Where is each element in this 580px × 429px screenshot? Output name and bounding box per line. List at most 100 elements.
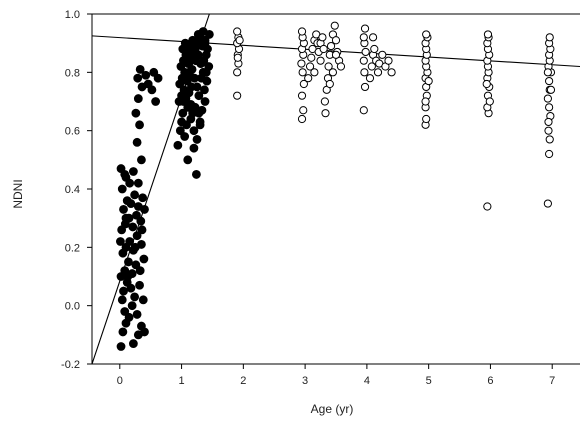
open-data-point xyxy=(330,21,339,30)
x-tick-label: 5 xyxy=(426,375,432,387)
filled-data-point xyxy=(193,30,203,39)
filled-data-point xyxy=(178,108,188,118)
filled-data-point xyxy=(200,85,209,95)
open-data-point xyxy=(319,44,328,54)
filled-data-point xyxy=(116,237,125,246)
x-tick-label: 1 xyxy=(179,375,185,387)
filled-data-point xyxy=(149,67,159,77)
open-data-point xyxy=(368,33,378,42)
filled-data-point xyxy=(135,65,145,74)
filled-data-point xyxy=(124,312,134,322)
filled-data-point xyxy=(130,292,140,302)
open-data-point xyxy=(543,68,552,77)
open-data-point xyxy=(297,114,307,124)
open-data-point xyxy=(543,94,552,103)
x-tick-label: 6 xyxy=(487,375,493,387)
open-data-point xyxy=(378,50,387,59)
open-data-point xyxy=(316,56,325,65)
filled-data-point xyxy=(194,91,204,101)
filled-data-point xyxy=(138,295,148,305)
filled-data-point xyxy=(118,327,128,337)
filled-data-point xyxy=(136,216,146,226)
open-data-point xyxy=(370,44,379,54)
filled-data-point xyxy=(147,85,157,95)
filled-data-point xyxy=(189,143,199,153)
open-data-point xyxy=(320,97,329,106)
filled-data-point xyxy=(133,178,143,188)
filled-data-point xyxy=(201,67,211,77)
x-tick-label: 2 xyxy=(240,375,246,387)
open-data-point xyxy=(310,68,319,77)
open-data-point xyxy=(328,68,338,77)
filled-data-point xyxy=(153,73,163,83)
x-tick-label: 3 xyxy=(302,375,308,387)
open-data-point xyxy=(545,149,554,159)
x-axis-label: Age (yr) xyxy=(311,402,354,416)
filled-data-point xyxy=(124,257,133,267)
filled-data-point xyxy=(179,97,188,106)
open-data-point xyxy=(233,27,242,36)
filled-data-point xyxy=(141,70,151,80)
open-data-point xyxy=(544,126,553,135)
open-data-point xyxy=(304,74,313,83)
open-data-point xyxy=(233,91,242,100)
open-data-point xyxy=(297,27,307,36)
filled-data-point xyxy=(175,126,185,136)
filled-data-point xyxy=(119,205,128,214)
filled-data-point xyxy=(125,178,135,188)
open-data-point xyxy=(367,62,376,71)
filled-data-point xyxy=(132,310,142,319)
open-data-point xyxy=(545,135,554,144)
open-data-point xyxy=(360,82,370,92)
filled-data-point xyxy=(204,30,214,39)
filled-data-point xyxy=(135,120,144,130)
filled-data-point xyxy=(128,222,138,232)
open-data-point xyxy=(482,79,491,89)
x-tick-label: 4 xyxy=(364,375,370,387)
plot-frame xyxy=(91,13,580,365)
filled-data-point xyxy=(200,38,210,48)
filled-data-point xyxy=(133,94,143,103)
open-data-point xyxy=(297,91,307,100)
open-data-point xyxy=(545,76,554,86)
open-data-point xyxy=(384,56,393,65)
filled-data-point xyxy=(140,327,149,337)
filled-data-point xyxy=(126,283,136,293)
open-data-point xyxy=(373,68,383,77)
x-tick-label: 7 xyxy=(549,375,555,387)
open-data-point xyxy=(545,33,554,42)
open-data-point xyxy=(483,30,493,39)
filled-data-point xyxy=(116,342,126,351)
y-tick-label: 0.0 xyxy=(65,301,80,313)
open-data-point xyxy=(361,47,370,57)
filled-data-point xyxy=(138,193,148,203)
open-data-point xyxy=(318,33,327,42)
filled-data-point xyxy=(119,286,128,296)
regression-lines xyxy=(92,14,580,364)
open-data-point xyxy=(359,33,368,42)
open-data-point xyxy=(544,117,553,127)
filled-data-point xyxy=(117,295,127,305)
filled-data-point xyxy=(187,82,196,92)
open-data-point xyxy=(387,68,396,77)
filled-data-point xyxy=(131,108,141,118)
filled-data-point xyxy=(132,210,141,220)
filled-data-point xyxy=(130,242,140,252)
filled-data-point xyxy=(133,73,143,83)
open-data-point xyxy=(307,53,316,62)
filled-data-point xyxy=(189,126,199,136)
open-data-point xyxy=(359,56,368,65)
filled-data-point xyxy=(191,170,201,179)
filled-data-point xyxy=(201,50,211,60)
x-tick-label: 0 xyxy=(117,375,123,387)
open-data-point xyxy=(545,103,554,112)
filled-data-point xyxy=(194,108,204,118)
open-data-point xyxy=(421,97,430,106)
y-axis-label: NDNI xyxy=(11,179,25,208)
filled-data-point xyxy=(127,301,137,311)
open-data-point xyxy=(299,106,308,115)
data-points xyxy=(116,21,556,351)
filled-data-point xyxy=(173,140,183,150)
